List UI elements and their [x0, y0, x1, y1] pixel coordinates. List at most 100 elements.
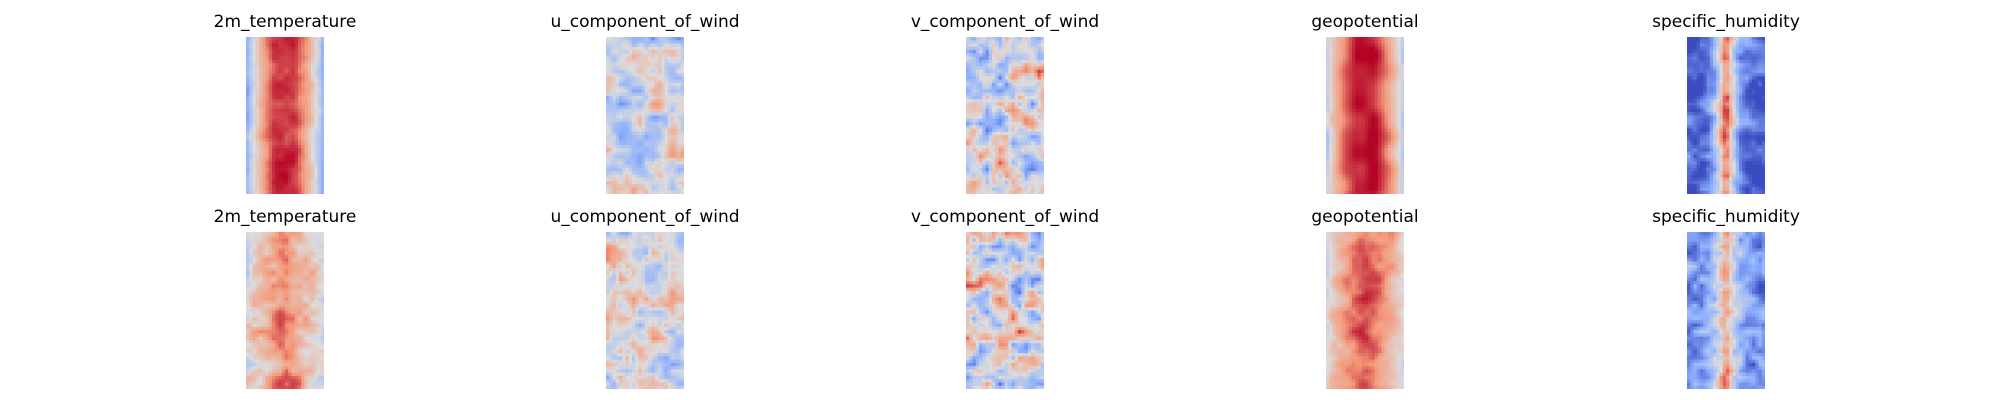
heatmap-cell — [674, 63, 678, 67]
heatmap-cell — [609, 72, 613, 77]
heatmap-cell — [281, 138, 286, 143]
heatmap-cell — [1742, 46, 1746, 51]
heatmap-cell — [1034, 56, 1038, 61]
heatmap-cell — [1394, 69, 1398, 74]
heatmap-cell — [641, 128, 646, 133]
heatmap-cell — [249, 46, 253, 51]
heatmap-cell — [1378, 161, 1382, 165]
heatmap-cell — [988, 187, 993, 192]
heatmap-cell — [619, 158, 623, 162]
heatmap-cell — [992, 92, 996, 97]
heatmap-cell — [625, 56, 630, 61]
heatmap-cell — [1040, 40, 1044, 44]
heatmap-cell — [1352, 151, 1356, 156]
heatmap-cell — [1040, 154, 1044, 159]
heatmap-cell — [677, 184, 682, 188]
heatmap-cell — [671, 95, 675, 100]
heatmap-cell — [1368, 50, 1372, 54]
heatmap-cell — [1352, 79, 1356, 84]
heatmap-cell — [998, 141, 1003, 146]
heatmap-cell — [622, 161, 626, 165]
heatmap-cell — [1374, 122, 1379, 126]
heatmap-cell — [1391, 69, 1395, 74]
heatmap-cell — [635, 164, 639, 169]
heatmap-cell — [658, 154, 662, 159]
heatmap-cell — [615, 118, 620, 123]
heatmap-cell — [1394, 46, 1398, 51]
heatmap-cell — [272, 187, 276, 192]
heatmap-cell — [635, 144, 639, 149]
heatmap-cell — [645, 164, 649, 169]
heatmap-cell — [625, 118, 630, 123]
heatmap-cell — [628, 187, 633, 192]
heatmap-cell — [252, 92, 257, 97]
heatmap-cell — [281, 128, 286, 133]
heatmap-cell — [304, 131, 309, 136]
heatmap-cell — [1027, 128, 1032, 133]
heatmap-cell — [645, 63, 649, 67]
heatmap-cell — [1018, 66, 1022, 71]
heatmap-cell — [619, 171, 623, 175]
heatmap-cell — [1040, 148, 1044, 152]
heatmap-cell — [1748, 43, 1753, 48]
heatmap-cell — [1394, 151, 1398, 156]
heatmap-cell — [648, 46, 652, 51]
heatmap-cell — [268, 171, 273, 175]
heatmap-cell — [1355, 63, 1359, 67]
heatmap-cell — [1358, 50, 1363, 54]
heatmap-cell — [1758, 66, 1763, 71]
heatmap-cell — [1742, 69, 1746, 74]
heatmap-cell — [966, 190, 970, 194]
heatmap-cell — [291, 72, 296, 77]
heatmap-cell — [1352, 164, 1356, 169]
heatmap-cell — [982, 151, 986, 156]
heatmap-cell — [1361, 69, 1366, 74]
heatmap-cell — [635, 141, 639, 146]
heatmap-cell — [606, 102, 610, 107]
heatmap-cell — [1761, 76, 1765, 80]
heatmap-cell — [252, 79, 257, 84]
heatmap-cell — [661, 161, 665, 165]
heatmap-cell — [635, 190, 639, 194]
heatmap-cell — [619, 112, 623, 116]
heatmap-cell — [1374, 115, 1379, 120]
heatmap-cell — [632, 66, 636, 71]
heatmap-cell — [979, 82, 983, 87]
heatmap-cell — [1755, 50, 1759, 54]
heatmap-cell — [1027, 50, 1032, 54]
heatmap-cell — [969, 184, 973, 188]
heatmap-cell — [1381, 89, 1385, 93]
heatmap-cell — [252, 135, 257, 139]
heatmap-cell — [988, 154, 993, 159]
heatmap-cell — [1011, 40, 1016, 44]
heatmap-cell — [1014, 59, 1019, 64]
heatmap-cell — [606, 128, 610, 133]
heatmap-cell — [969, 164, 973, 169]
heatmap-cell — [1326, 53, 1330, 58]
heatmap-cell — [1758, 59, 1763, 64]
heatmap-cell — [615, 115, 620, 120]
heatmap-cell — [1005, 148, 1009, 152]
heatmap-cell — [982, 50, 986, 54]
heatmap-cell — [638, 115, 643, 120]
heatmap-cell — [612, 59, 617, 64]
heatmap-cell — [674, 69, 678, 74]
heatmap-cell — [1397, 86, 1402, 90]
heatmap-cell — [1365, 69, 1369, 74]
heatmap-cell — [641, 43, 646, 48]
heatmap-cell — [1040, 108, 1044, 113]
heatmap-cell — [291, 46, 296, 51]
heatmap-cell — [661, 128, 665, 133]
heatmap-cell — [628, 105, 633, 110]
heatmap-cell — [278, 76, 283, 80]
heatmap-cell — [1040, 50, 1044, 54]
heatmap-cell — [1358, 63, 1363, 67]
heatmap-cell — [606, 86, 610, 90]
heatmap-cell — [1342, 187, 1346, 192]
heatmap-cell — [677, 148, 682, 152]
heatmap-cell — [609, 122, 613, 126]
heatmap-cell — [304, 43, 309, 48]
heatmap-cell — [265, 59, 270, 64]
heatmap-cell — [1008, 118, 1012, 123]
heatmap-cell — [641, 184, 646, 188]
